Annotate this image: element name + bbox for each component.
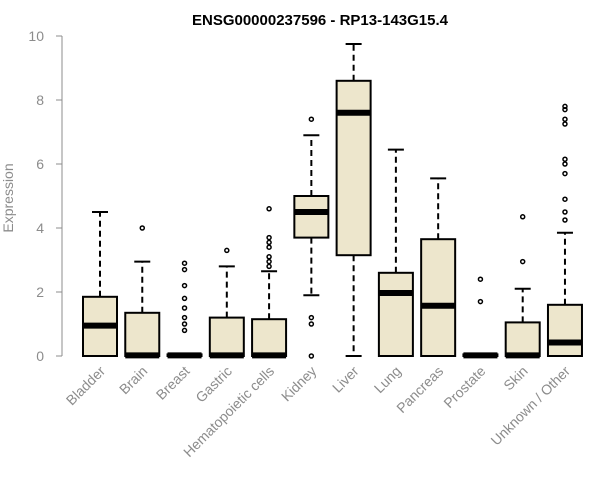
x-tick-label: Bladder <box>63 363 109 409</box>
outlier-point <box>181 305 188 311</box>
box-unknown-other <box>546 103 583 357</box>
outlier-point <box>181 260 188 266</box>
iqr-box <box>377 271 414 357</box>
outlier-point <box>266 254 272 260</box>
box-kidney <box>293 116 330 359</box>
outlier-point <box>562 121 568 127</box>
x-tick-label: Lung <box>371 363 404 396</box>
y-tick-label: 0 <box>36 348 44 364</box>
outlier-point <box>477 298 484 305</box>
x-tick-label: Liver <box>329 363 362 396</box>
outlier-point <box>266 234 272 241</box>
outlier-point <box>266 263 272 270</box>
y-tick-label: 2 <box>36 284 44 300</box>
outlier-point <box>562 116 568 122</box>
outlier-point <box>562 106 568 113</box>
x-tick-label: Kidney <box>278 363 320 405</box>
outlier-point <box>562 156 568 162</box>
box-gastric <box>208 247 245 359</box>
box-breast <box>166 260 203 359</box>
y-tick-label: 4 <box>36 220 44 236</box>
outlier-point <box>224 247 230 254</box>
x-tick-label: Pancreas <box>393 363 446 416</box>
x-tick-label: Brain <box>116 363 150 397</box>
outlier-point <box>266 239 272 246</box>
chart-title: ENSG00000237596 - RP13-143G15.4 <box>192 12 449 29</box>
outlier-point <box>266 258 272 265</box>
x-tick-label: Breast <box>153 363 193 403</box>
y-tick-label: 10 <box>28 28 44 44</box>
outlier-point <box>477 276 484 282</box>
outlier-point <box>266 244 272 250</box>
outlier-point <box>519 214 526 220</box>
box-hematopoietic-cells <box>251 206 288 359</box>
outlier-point <box>562 103 568 110</box>
outlier-point <box>181 321 188 327</box>
box-prostate <box>462 276 499 359</box>
outlier-point <box>562 161 568 167</box>
y-tick-label: 8 <box>36 92 44 108</box>
outlier-point <box>139 225 146 231</box>
x-tick-label: Prostate <box>440 363 488 411</box>
outlier-point <box>266 206 272 212</box>
outlier-point <box>562 217 568 223</box>
iqr-box <box>504 321 541 357</box>
x-tick-label: Skin <box>500 363 531 394</box>
iqr-box <box>251 318 288 358</box>
outlier-point <box>308 116 315 122</box>
outlier-point <box>562 170 568 177</box>
y-tick-label: 6 <box>36 156 44 172</box>
box-skin <box>504 214 541 359</box>
box-brain <box>124 225 161 359</box>
iqr-box <box>335 79 372 257</box>
box-groups <box>82 43 583 359</box>
outlier-point <box>562 196 568 202</box>
y-axis-ticks: 0 2 4 6 8 10 <box>28 28 62 364</box>
outlier-point <box>181 282 188 289</box>
iqr-box <box>124 311 161 357</box>
outlier-point <box>308 353 315 359</box>
box-bladder <box>82 211 118 357</box>
outlier-point <box>181 266 188 273</box>
outlier-point <box>519 258 526 265</box>
y-axis-label: Expression <box>0 163 16 232</box>
iqr-box <box>420 238 457 357</box>
outlier-point <box>181 295 188 302</box>
outlier-point <box>181 327 188 334</box>
outlier-point <box>308 314 315 321</box>
iqr-box <box>208 316 245 358</box>
box-liver <box>335 43 372 357</box>
x-tick-label: Unknown / Other <box>487 363 573 449</box>
outlier-point <box>308 321 315 327</box>
iqr-box <box>293 195 330 239</box>
box-pancreas <box>420 177 457 357</box>
outlier-point <box>181 314 188 321</box>
box-lung <box>377 148 414 357</box>
iqr-box <box>546 303 583 357</box>
outlier-point <box>562 209 568 215</box>
